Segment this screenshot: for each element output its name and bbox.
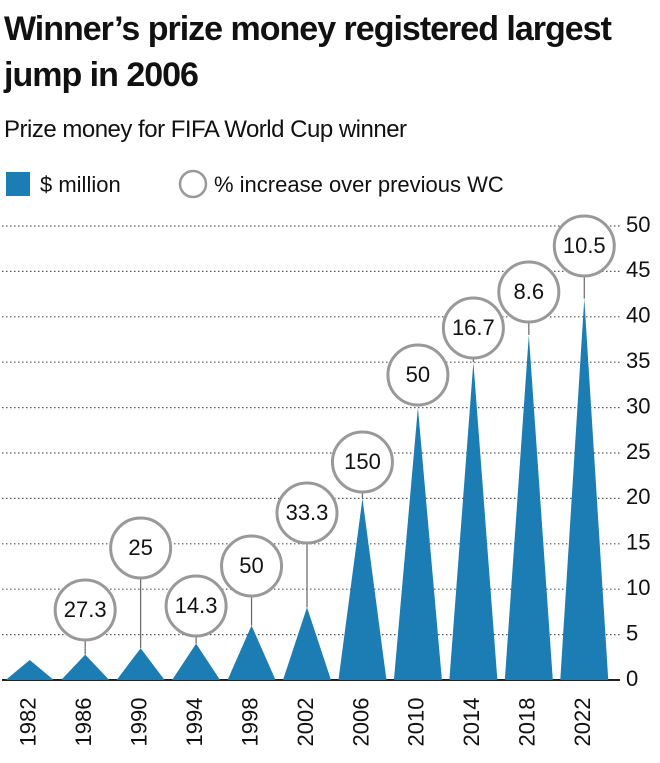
annotation-label: 25 <box>128 535 152 560</box>
y-tick-label: 25 <box>626 439 650 464</box>
annotation-circle <box>53 578 117 642</box>
y-tick-label: 15 <box>626 530 650 555</box>
y-tick-label: 10 <box>626 575 650 600</box>
x-tick-label: 2014 <box>459 698 484 747</box>
x-tick-label: 1998 <box>237 698 262 747</box>
spike <box>283 607 331 680</box>
spike <box>449 362 498 680</box>
annotation-circle <box>441 296 505 360</box>
y-tick-label: 20 <box>626 484 650 509</box>
y-tick-label: 30 <box>626 393 650 418</box>
annotation-label: 16.7 <box>452 315 495 340</box>
x-tick-label: 1990 <box>126 698 151 747</box>
legend-label: $ million <box>40 172 121 197</box>
y-tick-label: 50 <box>626 212 650 237</box>
annotation-label: 14.3 <box>175 593 218 618</box>
x-tick-label: 2006 <box>348 698 373 747</box>
x-tick-label: 1994 <box>182 698 207 747</box>
x-tick-label: 2002 <box>293 698 318 747</box>
y-tick-label: 5 <box>626 620 638 645</box>
x-tick-label: 1982 <box>16 698 41 747</box>
x-tick-label: 2010 <box>404 698 429 747</box>
y-tick-label: 40 <box>626 303 650 328</box>
legend-circle <box>178 169 208 199</box>
annotation-label: 50 <box>239 553 263 578</box>
spike <box>338 498 387 680</box>
spike <box>560 298 609 680</box>
annotation-circle <box>386 343 450 407</box>
annotation-label: 150 <box>344 449 381 474</box>
chart-subtitle: Prize money for FIFA World Cup winner <box>4 116 407 143</box>
annotation-circle <box>164 574 228 638</box>
spike <box>227 625 276 680</box>
chart-title: Winner’s prize money registered largest … <box>4 10 612 94</box>
y-tick-label: 45 <box>626 257 650 282</box>
annotation-label: 50 <box>406 362 430 387</box>
spike <box>504 334 553 680</box>
spike <box>61 654 110 680</box>
annotation-circle <box>497 260 561 324</box>
annotation-circle <box>109 516 173 580</box>
spike <box>172 643 221 680</box>
spike <box>5 660 54 680</box>
y-tick-label: 0 <box>626 666 638 691</box>
annotation-circle <box>220 534 284 598</box>
annotation-circle <box>552 214 616 278</box>
x-tick-label: 2018 <box>515 698 540 747</box>
annotation-label: 33.3 <box>286 500 329 525</box>
annotation-circle <box>330 430 394 494</box>
spike <box>116 648 165 680</box>
x-tick-label: 2022 <box>570 698 595 747</box>
legend-swatch <box>6 172 30 196</box>
annotation-label: 8.6 <box>514 279 545 304</box>
y-tick-label: 35 <box>626 348 650 373</box>
annotation-circle <box>275 481 339 545</box>
annotation-label: 27.3 <box>64 597 107 622</box>
spike <box>393 407 442 680</box>
annotation-label: 10.5 <box>563 233 606 258</box>
x-tick-label: 1986 <box>71 698 96 747</box>
legend-label: % increase over previous WC <box>214 172 504 197</box>
